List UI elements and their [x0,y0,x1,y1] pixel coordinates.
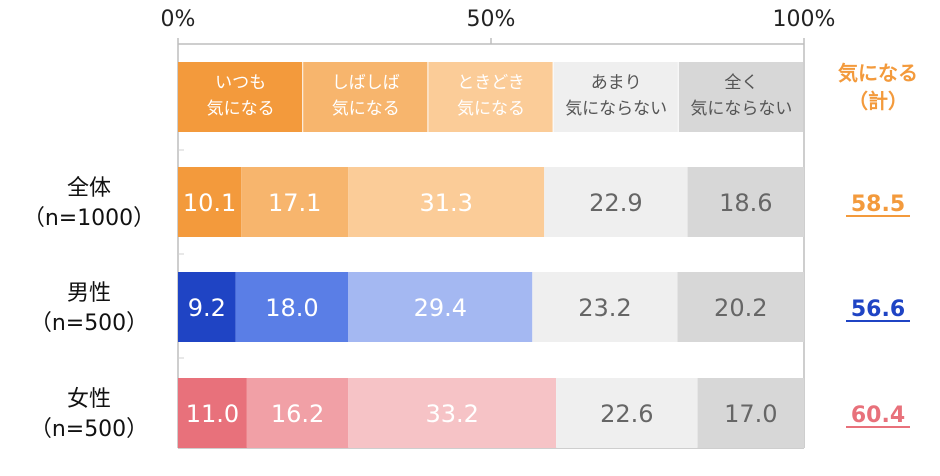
bar-segment [348,378,557,448]
legend-cell [553,62,678,132]
x-tick-label: 100% [773,7,836,32]
total-header: （計） [848,89,908,113]
bar-segment [178,167,242,237]
x-tick-label: 50% [467,7,516,32]
category-label: （n=1000） [23,206,155,231]
total-value: 58.5 [851,192,905,217]
data-label: 23.2 [578,294,631,322]
category-label: 男性 [67,281,111,306]
data-label: 17.1 [268,189,321,217]
data-label: 10.1 [183,189,236,217]
legend-label: 気になる [207,99,275,119]
legend-label: あまり [591,73,642,93]
category-label: 女性 [67,387,111,412]
data-label: 29.4 [414,294,467,322]
bar-segment [178,272,236,342]
bar-segment [246,378,349,448]
total-value: 60.4 [851,403,905,428]
legend-cell [428,62,553,132]
bar-segment [241,167,349,237]
data-label: 17.0 [724,400,777,428]
legend-label: いつも [215,73,266,93]
data-label: 18.0 [265,294,318,322]
legend-cell [178,62,303,132]
data-label: 16.2 [271,400,324,428]
data-label: 31.3 [420,189,473,217]
bar-segment [348,167,545,237]
total-value: 56.6 [851,297,905,322]
legend-cell [678,62,803,132]
bar-segment [687,167,804,237]
bar-segment [544,167,688,237]
data-label: 18.6 [719,189,772,217]
legend-label: ときどき [457,73,525,93]
category-label: （n=500） [30,417,148,442]
bar-segment [235,272,349,342]
legend-label: 気になる [457,99,525,119]
x-tick-label: 0% [161,7,196,32]
legend-label: しばしば [332,73,400,93]
legend-cell [303,62,428,132]
total-header: 気になる [838,61,918,85]
data-label: 22.6 [600,400,653,428]
legend-label: 気にならない [690,99,792,119]
data-label: 33.2 [425,400,478,428]
bar-segment [697,378,804,448]
bar-segment [677,272,804,342]
bar-segment [178,378,247,448]
category-label: （n=500） [30,311,148,336]
data-label: 20.2 [714,294,767,322]
bar-segment [348,272,533,342]
data-label: 11.0 [186,400,239,428]
legend-label: 気になる [332,99,400,119]
bar-segment [532,272,678,342]
category-label: 全体 [67,176,111,201]
bar-segment [556,378,698,448]
legend-label: 気にならない [565,99,667,119]
data-label: 22.9 [589,189,642,217]
data-label: 9.2 [188,294,226,322]
legend-label: 全く [724,73,758,93]
